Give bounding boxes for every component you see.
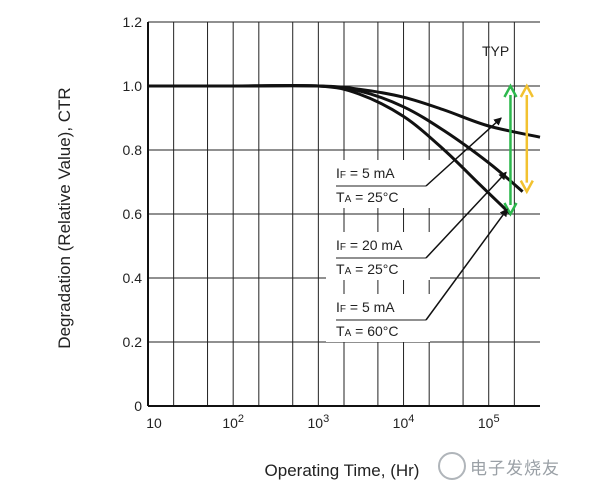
x-tick-labels: 10 102 103 104 105 <box>146 413 499 431</box>
annotation-bg-2 <box>326 294 430 342</box>
annotation-line-2-1: TA = 60°C <box>336 323 398 339</box>
y-axis-label: Degradation (Relative Value), CTR <box>55 87 74 348</box>
watermark-text: 电子发烧友 <box>470 459 560 479</box>
range-arrow-head-top-1 <box>519 83 534 98</box>
x-tick-label-1: 102 <box>222 413 244 431</box>
range-arrow-head-bottom-0 <box>503 202 518 217</box>
annotation-leader-0 <box>425 117 502 187</box>
y-tick-label-0: 0 <box>134 398 142 414</box>
annotation-line-0-0: IF = 5 mA <box>336 165 395 181</box>
watermark: 电子发烧友 <box>438 450 588 480</box>
flame-logo-icon <box>438 452 466 480</box>
annotation-line-2-0: IF = 5 mA <box>336 299 395 315</box>
y-tick-label-1: 0.2 <box>123 334 143 350</box>
range-arrow-head-bottom-1 <box>519 180 534 195</box>
y-tick-label-3: 0.6 <box>123 206 143 222</box>
y-tick-label-6: 1.2 <box>123 14 143 30</box>
x-tick-label-3: 104 <box>393 413 415 431</box>
x-axis-label: Operating Time, (Hr) <box>265 461 420 480</box>
y-tick-label-2: 0.4 <box>123 270 143 286</box>
x-tick-label-2: 103 <box>308 413 330 431</box>
annotation-line-0-1: TA = 25°C <box>336 189 398 205</box>
x-tick-label-4: 105 <box>478 413 500 431</box>
range-arrow-1 <box>519 83 534 195</box>
series-line-2 <box>147 83 512 216</box>
range-arrow-head-top-0 <box>503 83 518 98</box>
grid <box>148 21 540 407</box>
typ-label: TYP <box>482 43 509 59</box>
annotation-leader-2 <box>425 208 508 321</box>
annotation-line-1-0: IF = 20 mA <box>336 237 403 253</box>
annotation-bg-1 <box>326 232 430 280</box>
annotation-line-1-1: TA = 25°C <box>336 261 398 277</box>
annotation-leader-1 <box>425 171 507 259</box>
annotation-bg-0 <box>326 160 430 208</box>
y-tick-label-4: 0.8 <box>123 142 143 158</box>
series-lines <box>147 83 541 216</box>
series-annotations: IF = 5 mA TA = 25°C IF = 20 mA TA = 25°C IF … <box>326 117 508 342</box>
range-arrows <box>503 83 534 217</box>
range-arrow-0 <box>503 83 518 217</box>
x-tick-label-0: 10 <box>146 415 162 431</box>
y-tick-labels: 0 0.2 0.4 0.6 0.8 1.0 1.2 <box>123 14 143 414</box>
y-tick-label-5: 1.0 <box>123 78 143 94</box>
